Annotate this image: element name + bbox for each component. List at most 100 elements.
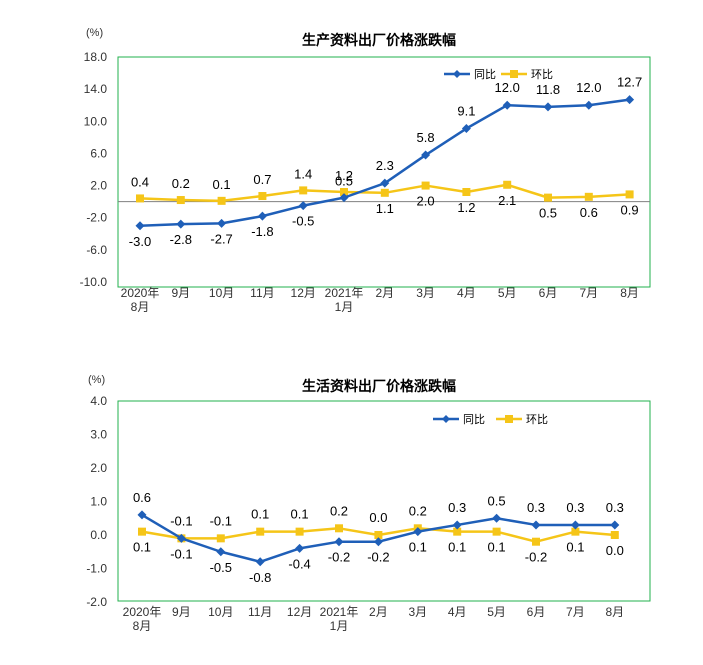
data-label-mom: 0.1 [488, 540, 506, 555]
x-tick-line: 2月 [375, 286, 394, 300]
marker-yoy [570, 520, 580, 530]
x-tick-label: 11月 [250, 286, 274, 300]
y-unit-label: (%) [86, 27, 103, 39]
y-tick-label: 14.0 [84, 82, 108, 96]
x-tick-label: 7月 [579, 286, 598, 300]
legend-label-mom: 环比 [526, 413, 548, 426]
marker-mom [335, 524, 343, 533]
x-tick-line: 8月 [131, 300, 150, 314]
marker-yoy [421, 150, 431, 160]
data-label-mom: 2.0 [417, 194, 435, 209]
marker-yoy [176, 533, 186, 543]
x-tick-line: 10月 [209, 286, 234, 300]
marker-yoy [295, 543, 305, 553]
x-tick-line: 8月 [605, 605, 624, 619]
legend-marker-yoy [442, 415, 450, 423]
marker-mom [136, 194, 144, 203]
marker-mom [216, 534, 225, 543]
data-label-mom: 0.0 [369, 510, 387, 525]
x-tick-label: 3月 [416, 286, 435, 300]
data-label-yoy: -0.5 [292, 214, 314, 229]
marker-mom [462, 188, 471, 196]
marker-yoy [543, 102, 553, 112]
data-label-yoy: -0.4 [288, 556, 310, 571]
data-label-mom: 0.1 [251, 507, 269, 522]
x-tick-label: 12月 [291, 286, 316, 300]
marker-mom [299, 186, 308, 195]
x-tick-line: 2020年 [121, 286, 160, 300]
x-tick-line: 7月 [579, 286, 598, 300]
data-label-mom: 0.7 [253, 172, 271, 187]
data-label-yoy: 5.8 [417, 130, 435, 145]
data-label-yoy: 0.6 [133, 490, 151, 505]
marker-yoy [413, 527, 423, 537]
marker-mom [544, 193, 552, 202]
marker-mom [453, 527, 462, 536]
data-label-mom: 0.1 [566, 540, 584, 555]
data-label-yoy: -2.7 [210, 231, 232, 246]
x-tick-line: 1月 [335, 300, 354, 314]
marker-mom [295, 527, 304, 536]
marker-mom [584, 192, 593, 201]
x-tick-line: 9月 [171, 286, 190, 300]
data-label-mom: 0.2 [330, 503, 348, 518]
data-label-mom: 0.5 [539, 206, 557, 221]
data-label-yoy: -1.8 [251, 224, 273, 239]
data-label-yoy: 0.3 [527, 500, 545, 515]
data-label-yoy: 0.3 [606, 500, 624, 515]
x-tick-label: 10月 [209, 286, 234, 300]
marker-yoy [257, 211, 267, 221]
y-tick-label: 10.0 [84, 114, 108, 128]
data-label-yoy: -0.8 [249, 570, 271, 585]
marker-yoy [492, 513, 502, 523]
x-tick-line: 5月 [487, 605, 506, 619]
data-label-yoy: 0.1 [409, 540, 427, 555]
data-label-yoy: 2.3 [376, 158, 394, 173]
legend-label-yoy: 同比 [463, 413, 485, 426]
data-label-mom: 0.1 [448, 540, 466, 555]
data-label-yoy: 12.0 [495, 80, 520, 95]
x-tick-label: 9月 [171, 286, 190, 300]
y-tick-label: 2.0 [90, 179, 107, 193]
marker-mom [503, 180, 512, 189]
data-label-yoy: 12.7 [617, 75, 642, 90]
x-tick-label: 10月 [208, 605, 233, 619]
data-label-mom: 0.2 [172, 176, 190, 191]
x-tick-line: 10月 [208, 605, 233, 619]
data-label-mom: 0.0 [606, 543, 624, 558]
data-label-mom: 2.1 [498, 193, 516, 208]
marker-mom [380, 188, 389, 197]
legend-marker-yoy [453, 70, 461, 78]
legend-marker-mom [510, 70, 518, 78]
marker-mom [258, 192, 267, 201]
y-tick-label: -1.0 [86, 562, 107, 576]
x-tick-line: 4月 [448, 605, 467, 619]
x-tick-line: 6月 [527, 605, 546, 619]
data-label-yoy: -0.2 [367, 550, 389, 565]
data-label-mom: 0.9 [621, 202, 639, 217]
data-label-yoy: 0.5 [488, 493, 506, 508]
data-label-mom: 0.1 [291, 507, 309, 522]
marker-yoy [531, 520, 541, 530]
marker-yoy [610, 520, 620, 530]
y-tick-label: 18.0 [84, 50, 108, 64]
x-tick-line: 4月 [457, 286, 476, 300]
x-tick-line: 2020年 [123, 605, 162, 619]
marker-yoy [584, 100, 594, 110]
x-tick-line: 3月 [408, 605, 427, 619]
marker-mom [138, 527, 146, 536]
x-tick-label: 2月 [375, 286, 394, 300]
y-tick-label: -2.0 [86, 595, 107, 609]
x-tick-label: 2020年 8月 [121, 286, 160, 314]
marker-mom [340, 188, 348, 196]
x-tick-line: 2021年 [320, 605, 359, 619]
data-label-mom: 1.2 [457, 200, 475, 215]
x-tick-label: 3月 [408, 605, 427, 619]
data-label-yoy: 12.0 [576, 80, 601, 95]
marker-yoy [255, 557, 265, 567]
x-tick-label: 6月 [539, 286, 558, 300]
data-label-yoy: -2.8 [170, 232, 192, 247]
data-label-mom: -0.1 [170, 513, 192, 528]
marker-yoy [217, 218, 227, 228]
marker-yoy [373, 537, 383, 547]
